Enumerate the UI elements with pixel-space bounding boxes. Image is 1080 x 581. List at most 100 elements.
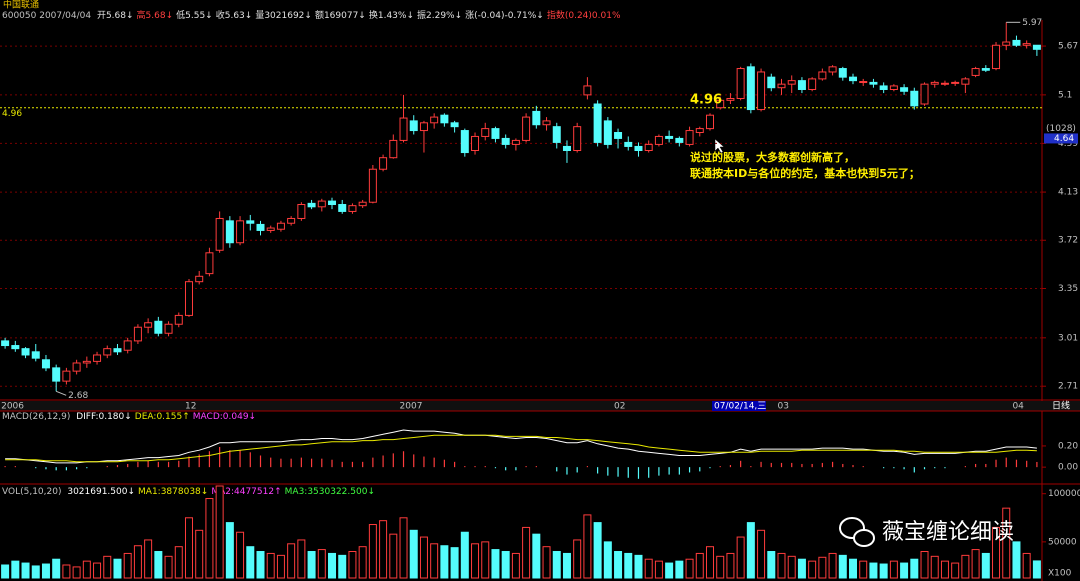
volume-bar: [379, 520, 388, 579]
candle-body: [31, 351, 40, 359]
candle-body: [154, 320, 163, 334]
volume-bar: [225, 522, 234, 579]
candle-body: [215, 217, 224, 251]
volume-bar: [205, 498, 214, 579]
volume-bar: [562, 552, 571, 579]
candle-body: [236, 220, 245, 244]
candle-body: [910, 90, 919, 107]
volume-bar: [552, 551, 561, 579]
info-item: 额169077↓: [315, 9, 366, 21]
info-item: 开5.68↓: [97, 10, 134, 21]
volume-bar: [174, 546, 183, 579]
candle-body: [644, 143, 653, 152]
volume-bar: [491, 549, 500, 579]
candle-body: [21, 348, 30, 356]
volume-bar: [164, 555, 173, 579]
volume-bar: [532, 533, 541, 579]
candle-body: [522, 116, 531, 141]
volume-bar: [910, 558, 919, 579]
volume-bar: [276, 554, 285, 579]
low-label: 2.68: [68, 391, 88, 401]
info-item: 涨(-0.04)-0.71%↓: [465, 10, 544, 21]
y-tick-label: 3.72: [1058, 236, 1078, 246]
volume-bar: [82, 560, 91, 579]
volume-bar: [654, 560, 663, 579]
candle-body: [297, 204, 306, 219]
x-tick-label: 03: [778, 402, 789, 412]
volume-bar: [1012, 541, 1021, 579]
volume-bar: [624, 552, 633, 579]
candle-body: [971, 68, 980, 76]
candle-body: [1032, 44, 1041, 50]
candle-body: [634, 145, 643, 152]
candle-body: [419, 122, 428, 132]
candle-body: [307, 202, 316, 208]
volume-bar: [419, 536, 428, 579]
volume-bar: [266, 552, 275, 579]
candle-body: [583, 85, 592, 96]
candle-body: [103, 348, 112, 356]
candle-body: [491, 128, 500, 139]
cursor-price-box: [1044, 133, 1078, 144]
volume-bar: [399, 517, 408, 579]
candle-body: [961, 78, 970, 85]
volume-bar: [460, 531, 469, 579]
candle-body: [808, 78, 817, 90]
volume-bar: [1032, 560, 1041, 579]
candle-body: [11, 345, 20, 350]
candle-body: [532, 110, 541, 126]
candle-body: [430, 116, 439, 124]
cursor-date-box: [712, 401, 766, 411]
candle-body: [716, 99, 725, 109]
volume-bar: [72, 566, 81, 579]
volume-bar: [11, 560, 20, 579]
candle-body: [940, 82, 949, 85]
annotation: 联通按本ID与各位的约定，基本也快到5元了；: [690, 166, 920, 180]
y-tick-label: 3.01: [1058, 333, 1078, 343]
volume-bar: [450, 547, 459, 579]
y-tick-label: 100000: [1048, 489, 1080, 499]
volume-bar: [981, 552, 990, 579]
candle-body: [1, 340, 10, 347]
candle-body: [665, 135, 674, 139]
volume-bar: [685, 558, 694, 579]
volume-bar: [665, 562, 674, 579]
volume-bar: [246, 546, 255, 579]
volume-bar: [328, 552, 337, 579]
candle-body: [266, 227, 275, 231]
volume-bar: [583, 514, 592, 579]
volume-bar: [481, 541, 490, 579]
candle-body: [818, 71, 827, 80]
candle-body: [542, 120, 551, 126]
volume-bar: [603, 541, 612, 579]
volume-bar: [716, 555, 725, 579]
info-item: MACD(26,12,9): [2, 412, 73, 422]
volume-bar: [593, 522, 602, 579]
low-leader: [56, 390, 67, 396]
y-tick-label: 0.20: [1058, 441, 1078, 451]
volume-bar: [940, 560, 949, 579]
candle-body: [82, 360, 91, 364]
candle-body: [573, 126, 582, 152]
volume-bar: [1002, 507, 1011, 579]
candle-body: [287, 217, 296, 224]
volume-bar: [573, 539, 582, 579]
volume-bar: [123, 552, 132, 579]
volume-bar: [184, 517, 193, 579]
info-item: MA3:3530322.500↓: [285, 487, 375, 497]
candle-body: [746, 66, 755, 111]
candle-body: [849, 76, 858, 82]
volume-bar: [644, 558, 653, 579]
volume-bar: [818, 556, 827, 579]
candle-body: [736, 68, 745, 100]
y-tick-label: 50000: [1048, 537, 1077, 547]
high-label: 5.97: [1022, 18, 1042, 28]
candle-body: [399, 117, 408, 141]
candle-body: [562, 145, 571, 152]
candle-body: [552, 126, 561, 143]
y-tick-label: 4.13: [1058, 188, 1078, 198]
candle-body: [614, 132, 623, 139]
volume-bar: [21, 562, 30, 579]
candle-body: [205, 252, 214, 275]
volume-bar: [430, 543, 439, 579]
